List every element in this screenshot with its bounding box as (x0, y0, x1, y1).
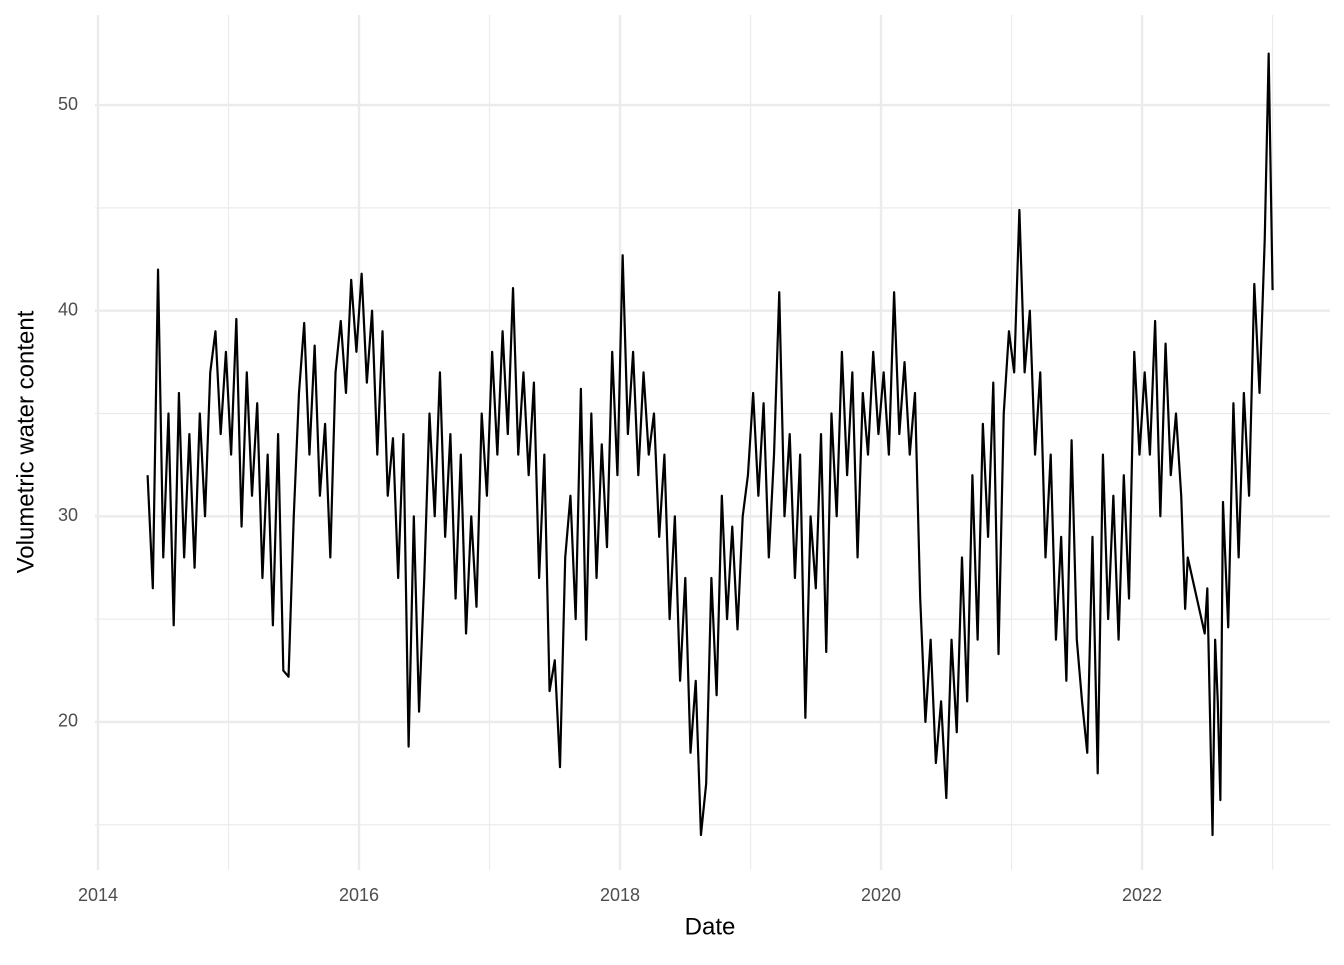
x-axis-title: Date (685, 913, 736, 940)
x-tick-label: 2022 (1122, 885, 1162, 905)
y-tick-label: 30 (58, 505, 78, 525)
y-tick-label: 40 (58, 299, 78, 319)
y-axis-title: Volumetric water content (12, 310, 39, 573)
data-line (146, 52, 1274, 837)
y-tick-label: 20 (58, 711, 78, 731)
x-tick-label: 2020 (861, 885, 901, 905)
x-tick-label: 2018 (600, 885, 640, 905)
x-tick-label: 2016 (339, 885, 379, 905)
x-tick-label: 2014 (78, 885, 118, 905)
y-tick-label: 50 (58, 94, 78, 114)
